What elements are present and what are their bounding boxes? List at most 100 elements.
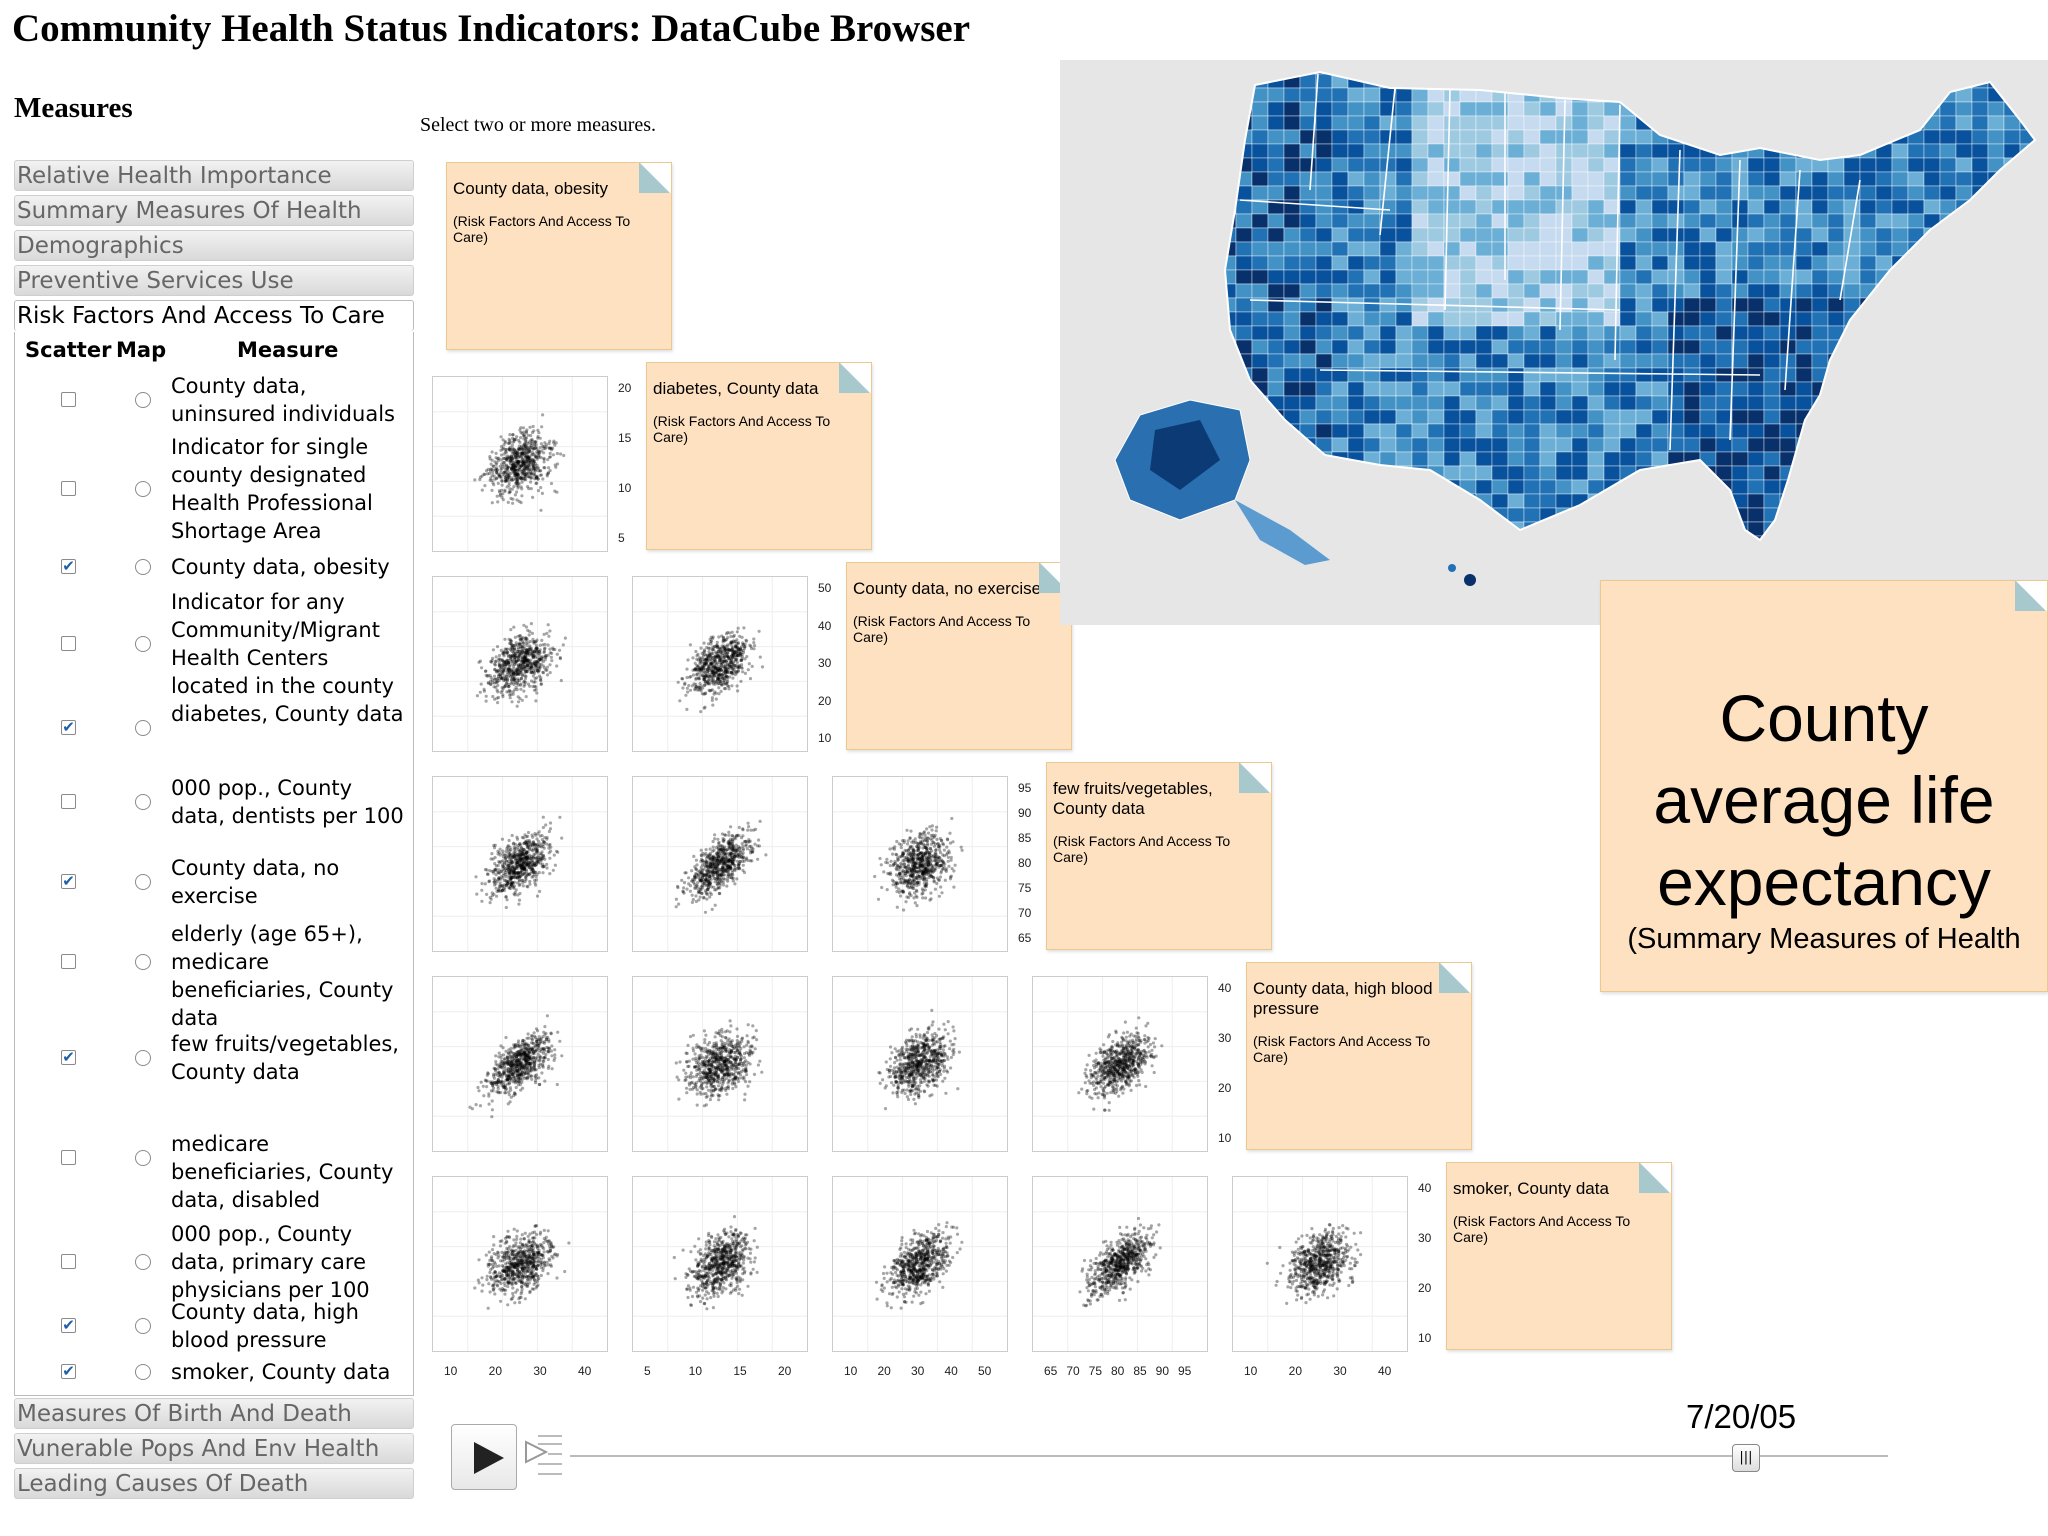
scatter-checkbox[interactable]: [61, 481, 76, 496]
map-radio[interactable]: [135, 1318, 151, 1334]
scatter-point: [517, 652, 521, 656]
scatter-plot[interactable]: [432, 576, 608, 752]
scatter-point: [710, 1064, 714, 1068]
scatter-point: [718, 668, 722, 672]
category-summary-measures-of-health[interactable]: Summary Measures Of Health: [14, 195, 414, 226]
scatter-point: [497, 877, 501, 881]
scatter-checkbox[interactable]: ✔: [61, 1316, 76, 1334]
map-radio[interactable]: [135, 636, 151, 652]
scatter-point: [907, 886, 911, 890]
scatter-point: [497, 658, 501, 662]
scatter-point: [534, 664, 538, 668]
scatter-point: [516, 460, 520, 464]
scatter-point: [520, 1043, 524, 1047]
scatter-point: [534, 669, 538, 673]
scatter-point: [919, 864, 923, 868]
measure-note[interactable]: County data, no exercise (Risk Factors An…: [846, 562, 1072, 750]
scatter-plot[interactable]: [432, 376, 608, 552]
scatter-point: [541, 660, 545, 664]
scatter-point: [514, 857, 518, 861]
category-leading-causes-of-death[interactable]: Leading Causes Of Death: [14, 1468, 414, 1499]
scatter-point: [731, 1080, 735, 1084]
scatter-point: [482, 472, 486, 476]
scatter-point: [705, 897, 709, 901]
scatter-checkbox[interactable]: [61, 1150, 76, 1165]
scatter-point: [526, 628, 530, 632]
map-radio[interactable]: [135, 720, 151, 736]
scatter-point: [515, 1060, 519, 1064]
scatter-point: [530, 653, 534, 657]
map-radio[interactable]: [135, 874, 151, 890]
scatter-point: [508, 656, 513, 661]
scatter-point: [707, 666, 711, 670]
scatter-point: [486, 872, 490, 876]
scatter-point: [535, 1073, 539, 1077]
scatter-point: [502, 650, 506, 654]
scatter-checkbox[interactable]: [61, 1254, 76, 1269]
scatter-point: [505, 454, 509, 458]
scatter-point: [505, 651, 509, 655]
scatter-point: [534, 685, 538, 689]
category-measures-of-birth-and-death[interactable]: Measures Of Birth And Death: [14, 1398, 414, 1429]
category-preventive-services-use[interactable]: Preventive Services Use: [14, 265, 414, 296]
scatter-checkbox[interactable]: [61, 636, 76, 651]
scatter-point: [510, 463, 515, 467]
scatter-point: [495, 470, 499, 474]
scatter-point: [479, 682, 483, 686]
scatter-plot[interactable]: [632, 576, 808, 752]
map-radio[interactable]: [135, 1150, 151, 1166]
scatter-point: [921, 858, 925, 862]
category-demographics[interactable]: Demographics: [14, 230, 414, 261]
scatter-plot[interactable]: [632, 976, 808, 1152]
scatter-checkbox[interactable]: [61, 954, 76, 969]
scatter-checkbox[interactable]: ✔: [61, 1362, 76, 1380]
scatter-point: [684, 693, 688, 697]
map-radio[interactable]: [135, 794, 151, 810]
scatter-point: [925, 851, 929, 855]
scatter-point: [741, 828, 745, 832]
category-relative-health-importance[interactable]: Relative Health Importance: [14, 160, 414, 191]
scatter-point: [511, 466, 515, 470]
scatter-point: [526, 860, 531, 864]
measure-note[interactable]: few fruits/vegetables, County data (Risk …: [1046, 762, 1272, 950]
map-radio[interactable]: [135, 1254, 151, 1270]
scatter-point: [533, 446, 537, 450]
scatter-point: [720, 865, 724, 869]
scatter-point: [540, 864, 544, 868]
scatter-checkbox[interactable]: ✔: [61, 872, 76, 890]
scatter-point: [499, 453, 504, 457]
scatter-point: [707, 1040, 712, 1045]
scatter-point: [704, 874, 708, 878]
scatter-point: [711, 862, 715, 866]
map-radio[interactable]: [135, 1364, 151, 1380]
measure-note[interactable]: diabetes, County data (Risk Factors And A…: [646, 362, 872, 550]
scatter-point: [524, 1060, 528, 1064]
scatter-plot[interactable]: [432, 776, 608, 952]
scatter-point: [915, 858, 919, 862]
scatter-checkbox[interactable]: ✔: [61, 557, 76, 575]
map-radio[interactable]: [135, 1050, 151, 1066]
scatter-checkbox[interactable]: ✔: [61, 718, 76, 736]
category-vulnerable-pops[interactable]: Vunerable Pops And Env Health: [14, 1433, 414, 1464]
scatter-point: [712, 1079, 716, 1083]
map-radio[interactable]: [135, 392, 151, 408]
scatter-checkbox[interactable]: [61, 794, 76, 809]
scatter-point: [889, 872, 893, 876]
scatter-point: [923, 845, 927, 850]
scatter-point: [745, 1073, 749, 1077]
scatter-point: [716, 1079, 720, 1083]
map-radio[interactable]: [135, 481, 151, 497]
scatter-plot[interactable]: [432, 976, 608, 1152]
scatter-point: [513, 867, 517, 871]
scatter-checkbox[interactable]: [61, 392, 76, 407]
scatter-point: [501, 456, 505, 461]
scatter-plot[interactable]: [832, 776, 1008, 952]
category-risk-factors-open[interactable]: Risk Factors And Access To Care: [14, 300, 414, 331]
map-radio[interactable]: [135, 559, 151, 575]
scatter-point: [505, 463, 509, 467]
scatter-point: [516, 871, 520, 875]
scatter-checkbox[interactable]: ✔: [61, 1048, 76, 1066]
scatter-point: [511, 1052, 515, 1056]
map-radio[interactable]: [135, 954, 151, 970]
scatter-plot[interactable]: [632, 776, 808, 952]
